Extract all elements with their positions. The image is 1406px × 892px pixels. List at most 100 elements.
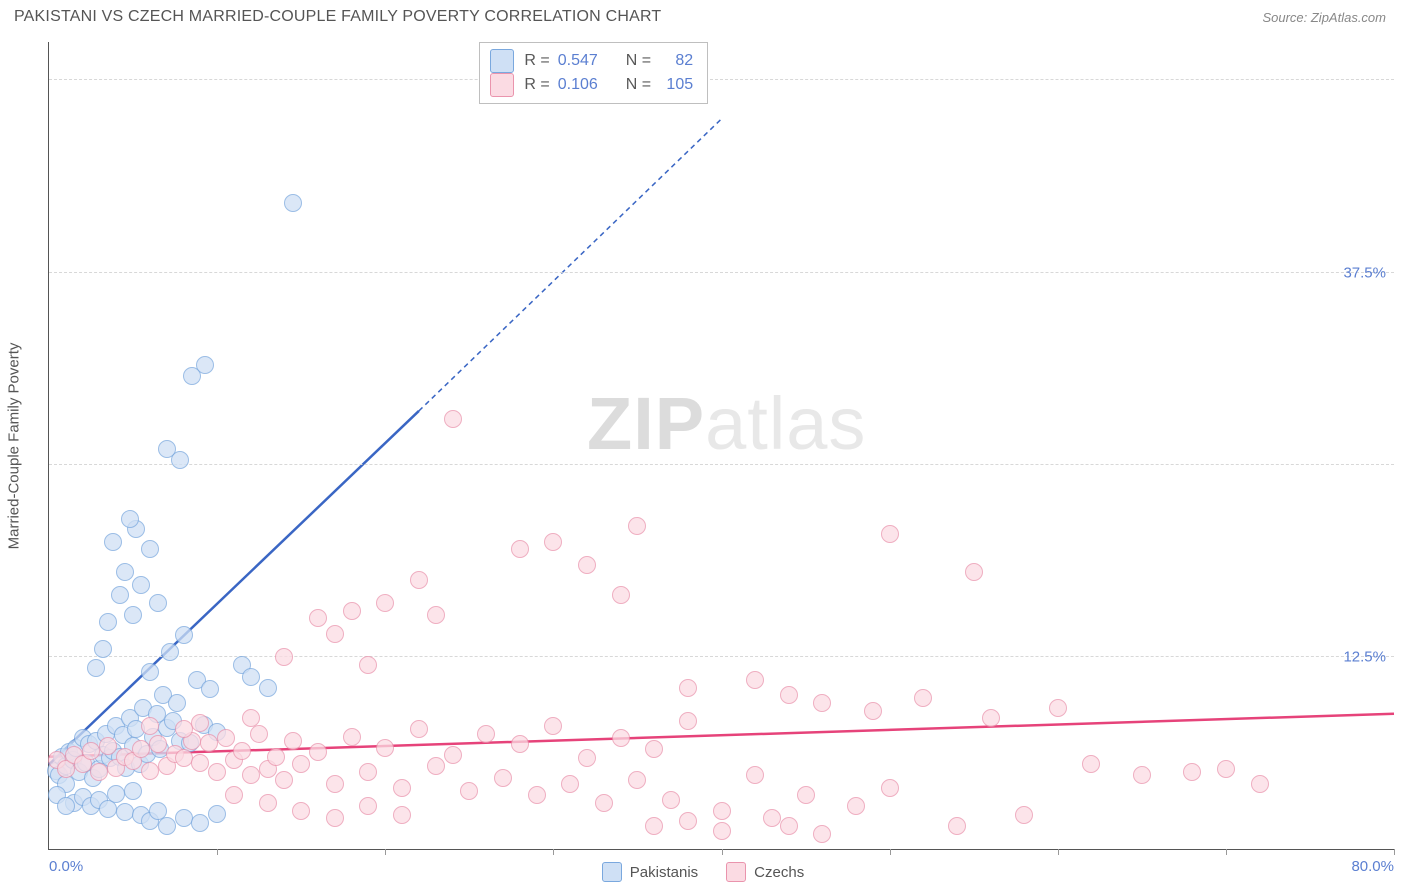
scatter-point-pakistani xyxy=(87,659,105,677)
scatter-point-czech xyxy=(948,817,966,835)
stats-r-label: R = xyxy=(524,73,549,97)
scatter-point-czech xyxy=(763,809,781,827)
scatter-point-pakistani xyxy=(175,626,193,644)
scatter-point-pakistani xyxy=(168,694,186,712)
scatter-point-pakistani xyxy=(141,663,159,681)
x-tick xyxy=(890,849,891,855)
scatter-point-pakistani xyxy=(99,613,117,631)
scatter-point-czech xyxy=(326,809,344,827)
scatter-point-czech xyxy=(343,602,361,620)
scatter-point-czech xyxy=(393,779,411,797)
scatter-point-czech xyxy=(746,766,764,784)
scatter-point-czech xyxy=(914,689,932,707)
scatter-point-czech xyxy=(713,802,731,820)
legend: Pakistanis Czechs xyxy=(0,862,1406,882)
scatter-point-czech xyxy=(149,735,167,753)
x-tick xyxy=(1394,849,1395,855)
scatter-point-pakistani xyxy=(57,797,75,815)
y-axis-title: Married-Couple Family Poverty xyxy=(6,343,23,550)
scatter-point-czech xyxy=(233,742,251,760)
scatter-point-czech xyxy=(376,594,394,612)
scatter-point-czech xyxy=(376,739,394,757)
stats-box: R =0.547N =82R =0.106N =105 xyxy=(479,42,708,104)
gridline-h xyxy=(49,464,1394,465)
scatter-point-czech xyxy=(359,763,377,781)
scatter-point-czech xyxy=(175,720,193,738)
scatter-point-pakistani xyxy=(175,809,193,827)
scatter-point-czech xyxy=(82,742,100,760)
scatter-point-czech xyxy=(1217,760,1235,778)
scatter-chart: 12.5%37.5%0.0%80.0%ZIPatlasR =0.547N =82… xyxy=(48,42,1394,850)
swatch-czech xyxy=(490,73,514,97)
swatch-pakistani xyxy=(602,862,622,882)
watermark: ZIPatlas xyxy=(587,381,866,466)
scatter-point-czech xyxy=(217,729,235,747)
scatter-point-czech xyxy=(191,754,209,772)
scatter-point-czech xyxy=(292,755,310,773)
scatter-point-czech xyxy=(813,694,831,712)
stats-row-czech: R =0.106N =105 xyxy=(490,73,693,97)
scatter-point-czech xyxy=(410,571,428,589)
scatter-point-czech xyxy=(797,786,815,804)
x-tick xyxy=(217,849,218,855)
scatter-point-pakistani xyxy=(132,576,150,594)
scatter-point-czech xyxy=(225,786,243,804)
scatter-point-czech xyxy=(275,648,293,666)
stats-n-label: N = xyxy=(626,73,651,97)
scatter-point-pakistani xyxy=(259,679,277,697)
scatter-point-pakistani xyxy=(124,606,142,624)
gridline-h xyxy=(49,79,1394,80)
scatter-point-czech xyxy=(393,806,411,824)
chart-title: PAKISTANI VS CZECH MARRIED-COUPLE FAMILY… xyxy=(14,8,661,26)
scatter-point-czech xyxy=(132,740,150,758)
scatter-point-czech xyxy=(427,606,445,624)
scatter-point-pakistani xyxy=(99,800,117,818)
scatter-point-czech xyxy=(326,775,344,793)
scatter-point-czech xyxy=(359,797,377,815)
scatter-point-czech xyxy=(208,763,226,781)
scatter-point-czech xyxy=(847,797,865,815)
scatter-point-czech xyxy=(90,763,108,781)
stats-r-label: R = xyxy=(524,49,549,73)
legend-label: Czechs xyxy=(754,864,804,881)
legend-label: Pakistanis xyxy=(630,864,698,881)
x-tick xyxy=(1226,849,1227,855)
scatter-point-czech xyxy=(242,709,260,727)
scatter-point-pakistani xyxy=(196,356,214,374)
scatter-point-czech xyxy=(612,586,630,604)
scatter-point-czech xyxy=(200,734,218,752)
scatter-point-czech xyxy=(275,771,293,789)
scatter-point-czech xyxy=(309,743,327,761)
scatter-point-czech xyxy=(544,717,562,735)
scatter-point-czech xyxy=(511,735,529,753)
scatter-point-pakistani xyxy=(158,817,176,835)
swatch-pakistani xyxy=(490,49,514,73)
scatter-point-czech xyxy=(444,410,462,428)
scatter-point-pakistani xyxy=(121,510,139,528)
scatter-point-czech xyxy=(1015,806,1033,824)
scatter-point-czech xyxy=(679,812,697,830)
source-attribution: Source: ZipAtlas.com xyxy=(1262,10,1386,25)
x-tick xyxy=(385,849,386,855)
scatter-point-pakistani xyxy=(191,814,209,832)
scatter-point-czech xyxy=(881,525,899,543)
scatter-point-czech xyxy=(544,533,562,551)
scatter-point-czech xyxy=(175,749,193,767)
scatter-point-czech xyxy=(628,771,646,789)
scatter-point-czech xyxy=(746,671,764,689)
scatter-point-pakistani xyxy=(124,782,142,800)
scatter-point-pakistani xyxy=(171,451,189,469)
y-tick-label: 12.5% xyxy=(1343,648,1386,665)
scatter-point-czech xyxy=(881,779,899,797)
scatter-point-czech xyxy=(511,540,529,558)
scatter-point-pakistani xyxy=(116,803,134,821)
scatter-point-czech xyxy=(242,766,260,784)
scatter-point-czech xyxy=(628,517,646,535)
scatter-point-czech xyxy=(578,749,596,767)
scatter-point-czech xyxy=(141,717,159,735)
scatter-point-czech xyxy=(645,817,663,835)
gridline-h xyxy=(49,656,1394,657)
scatter-point-pakistani xyxy=(111,586,129,604)
scatter-point-czech xyxy=(813,825,831,843)
scatter-point-pakistani xyxy=(104,533,122,551)
